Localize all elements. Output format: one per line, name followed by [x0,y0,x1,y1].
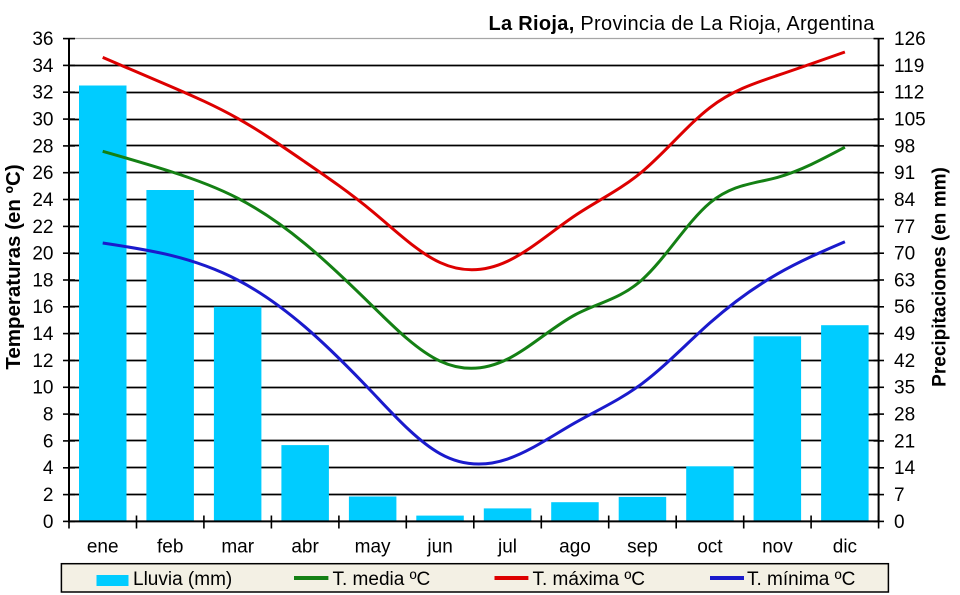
svg-text:35: 35 [894,378,915,399]
svg-text:sep: sep [627,537,658,558]
svg-text:21: 21 [894,431,915,452]
svg-text:14: 14 [32,324,54,345]
svg-text:24: 24 [32,190,54,211]
svg-text:Precipitaciones (en mm): Precipitaciones (en mm) [930,167,951,387]
svg-text:T. media ºC: T. media ºC [333,569,431,590]
svg-text:7: 7 [894,485,905,506]
svg-text:34: 34 [32,56,54,77]
svg-text:20: 20 [32,244,53,265]
svg-text:28: 28 [894,405,915,426]
svg-text:4: 4 [43,458,54,479]
svg-text:6: 6 [43,431,54,452]
svg-text:oct: oct [697,537,723,558]
svg-text:jun: jun [426,537,452,558]
svg-text:16: 16 [32,297,53,318]
svg-text:8: 8 [43,405,54,426]
svg-text:Temperaturas (en ºC): Temperaturas (en ºC) [2,164,25,369]
svg-text:98: 98 [894,136,915,157]
svg-text:14: 14 [894,458,916,479]
svg-text:abr: abr [291,537,319,558]
svg-text:mar: mar [221,537,254,558]
svg-text:T. mínima ºC: T. mínima ºC [747,569,855,590]
svg-text:Lluvia (mm): Lluvia (mm) [133,569,232,590]
svg-text:10: 10 [32,378,53,399]
svg-text:70: 70 [894,244,915,265]
svg-text:T. máxima ºC: T. máxima ºC [533,569,646,590]
svg-text:ene: ene [87,537,119,558]
svg-text:77: 77 [894,217,915,238]
svg-text:126: 126 [894,29,926,50]
svg-text:112: 112 [894,83,924,104]
svg-text:49: 49 [894,324,915,345]
svg-text:30: 30 [32,110,53,131]
svg-text:36: 36 [32,29,53,50]
svg-text:nov: nov [762,537,793,558]
svg-text:28: 28 [32,136,53,157]
svg-text:32: 32 [32,83,53,104]
svg-text:0: 0 [894,512,905,533]
svg-text:84: 84 [894,190,916,211]
svg-text:feb: feb [157,537,183,558]
svg-text:may: may [355,537,391,558]
svg-text:42: 42 [894,351,915,372]
svg-text:91: 91 [894,163,915,184]
svg-text:18: 18 [32,270,53,291]
svg-text:ago: ago [559,537,591,558]
svg-text:26: 26 [32,163,53,184]
svg-text:105: 105 [894,110,926,131]
svg-text:jul: jul [497,537,517,558]
svg-text:2: 2 [43,485,54,506]
svg-text:22: 22 [32,217,53,238]
svg-text:0: 0 [43,512,54,533]
svg-text:dic: dic [833,537,857,558]
svg-text:119: 119 [894,56,924,77]
svg-text:56: 56 [894,297,915,318]
svg-text:La Rioja, Provincia de La Rioj: La Rioja, Provincia de La Rioja, Argenti… [489,13,876,35]
svg-text:63: 63 [894,270,915,291]
svg-text:12: 12 [32,351,53,372]
